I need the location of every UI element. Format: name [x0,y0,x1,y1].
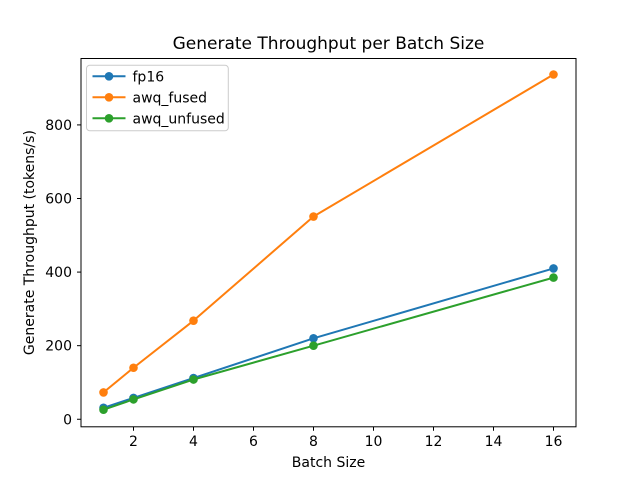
plot-border [80,58,577,428]
y-tick-label: 800 [45,118,72,134]
data-point-marker [129,363,138,373]
x-axis-label: Batch Size [292,455,365,471]
y-tick-label: 0 [63,412,72,428]
data-point-marker [309,341,318,350]
data-point-marker [129,395,138,404]
legend-frame [86,64,229,132]
chart-title: Generate Throughput per Batch Size [173,34,485,54]
legend-label: fp16 [133,69,165,85]
legend: fp16 awq_fused awq_unfused [86,64,229,132]
data-point-marker [99,388,108,397]
y-tick-label: 200 [45,339,72,355]
axis-ticks: 2 4 6 8 10 12 14 16 0 200 400 600 800 [45,118,562,450]
x-tick-label: 16 [545,434,563,450]
data-point-marker [309,212,318,221]
x-tick-label: 10 [365,434,383,450]
data-point-marker [549,273,558,282]
x-tick-label: 2 [129,434,138,450]
y-tick-label: 400 [45,265,72,281]
legend-marker-icon [104,93,114,102]
series-line-awq_unfused [102,276,555,411]
data-point-marker [549,70,558,79]
x-tick-label: 12 [425,434,443,450]
x-tick-label: 6 [249,434,258,450]
legend-marker-icon [104,72,114,81]
legend-label: awq_unfused [133,111,225,127]
data-point-marker [189,375,198,384]
y-tick-label: 600 [45,191,72,207]
legend-marker-icon [104,114,114,123]
legend-entry-awq-unfused: awq_unfused [92,111,225,127]
data-point-marker [309,334,318,343]
legend-label: awq_fused [133,90,208,106]
legend-entry-fp16: fp16 [92,69,165,85]
x-tick-label: 14 [485,434,503,450]
data-point-marker [549,264,558,273]
x-tick-label: 8 [309,434,318,450]
plot-series [99,70,558,414]
data-point-marker [189,316,198,325]
data-point-marker [99,405,108,414]
y-axis-label: Generate Throughput (tokens/s) [22,130,38,355]
legend-entry-awq-fused: awq_fused [92,90,208,106]
x-tick-label: 4 [189,434,198,450]
